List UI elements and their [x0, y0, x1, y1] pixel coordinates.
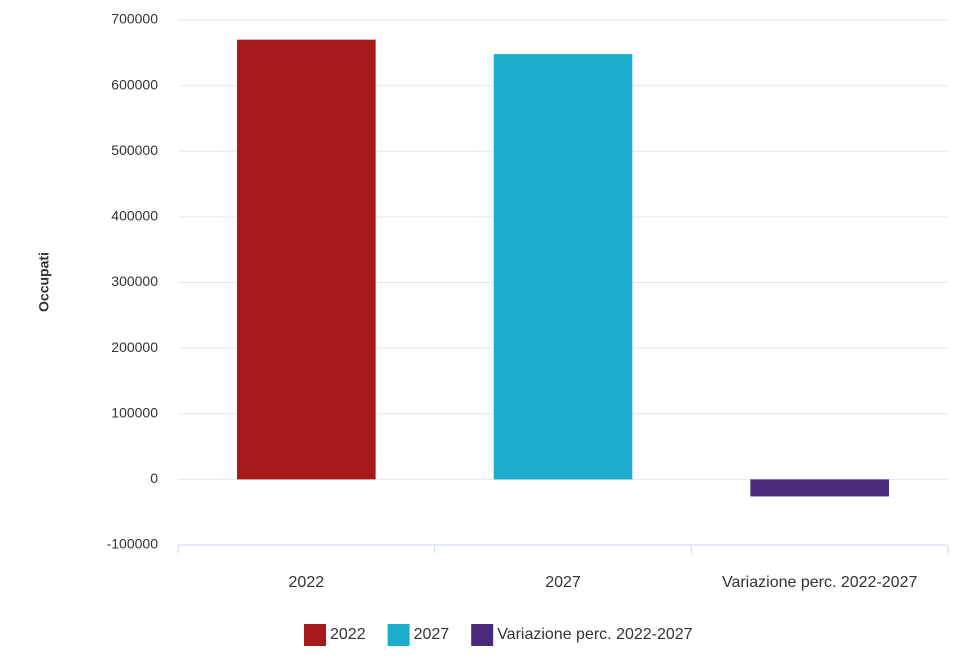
x-tick-label: 2022 [289, 574, 325, 591]
legend-label: 2027 [414, 626, 450, 643]
y-tick-label: 0 [150, 470, 158, 486]
legend-swatch [471, 624, 494, 646]
x-tick-label: Variazione perc. 2022-2027 [722, 574, 917, 591]
legend-swatch [387, 624, 410, 646]
legend-label: Variazione perc. 2022-2027 [497, 626, 692, 643]
bar [237, 39, 376, 480]
y-axis-title: Occupati [36, 252, 52, 312]
y-tick-label: 100000 [111, 404, 158, 420]
y-tick-label: 700000 [111, 11, 158, 27]
y-tick-label: 400000 [111, 208, 158, 224]
bar [750, 479, 889, 497]
bar [493, 54, 633, 480]
y-tick-label: -100000 [107, 536, 159, 552]
legend-swatch [304, 624, 326, 646]
y-tick-label: 300000 [111, 273, 158, 289]
y-tick-label: 600000 [111, 76, 158, 92]
y-tick-label: 200000 [111, 339, 158, 355]
legend-label: 2022 [330, 626, 366, 643]
x-tick-label: 2027 [545, 574, 581, 591]
y-tick-label: 500000 [111, 142, 158, 158]
